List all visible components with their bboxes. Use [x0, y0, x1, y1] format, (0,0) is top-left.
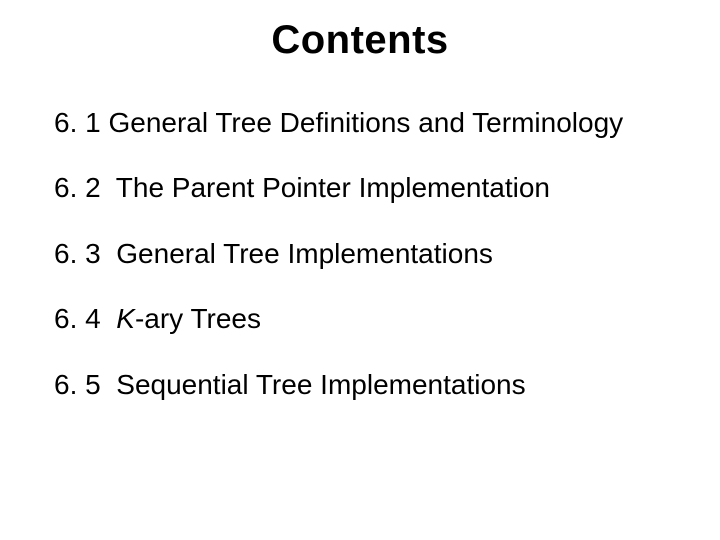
toc-item-number: 6. 3: [54, 238, 101, 269]
toc-item-prefix: K: [116, 303, 135, 334]
toc-item-number: 6. 2: [54, 172, 101, 203]
slide-title: Contents: [48, 18, 672, 63]
toc-item-text: General Tree Definitions and Terminology: [108, 107, 623, 138]
toc-item-text: -ary Trees: [135, 303, 261, 334]
toc-item: 6. 1 General Tree Definitions and Termin…: [48, 101, 672, 144]
toc-item-text: General Tree Implementations: [116, 238, 493, 269]
toc-item: 6. 4 K-ary Trees: [48, 297, 672, 340]
toc-item-number: 6. 4: [54, 303, 101, 334]
slide: Contents 6. 1 General Tree Definitions a…: [0, 0, 720, 540]
toc-item: 6. 5 Sequential Tree Implementations: [48, 363, 672, 406]
toc-item: 6. 3 General Tree Implementations: [48, 232, 672, 275]
toc-item-text: The Parent Pointer Implementation: [116, 172, 550, 203]
toc-item-number: 6. 1: [54, 107, 101, 138]
toc-item: 6. 2 The Parent Pointer Implementation: [48, 166, 672, 209]
toc-item-number: 6. 5: [54, 369, 101, 400]
toc-item-text: Sequential Tree Implementations: [116, 369, 525, 400]
